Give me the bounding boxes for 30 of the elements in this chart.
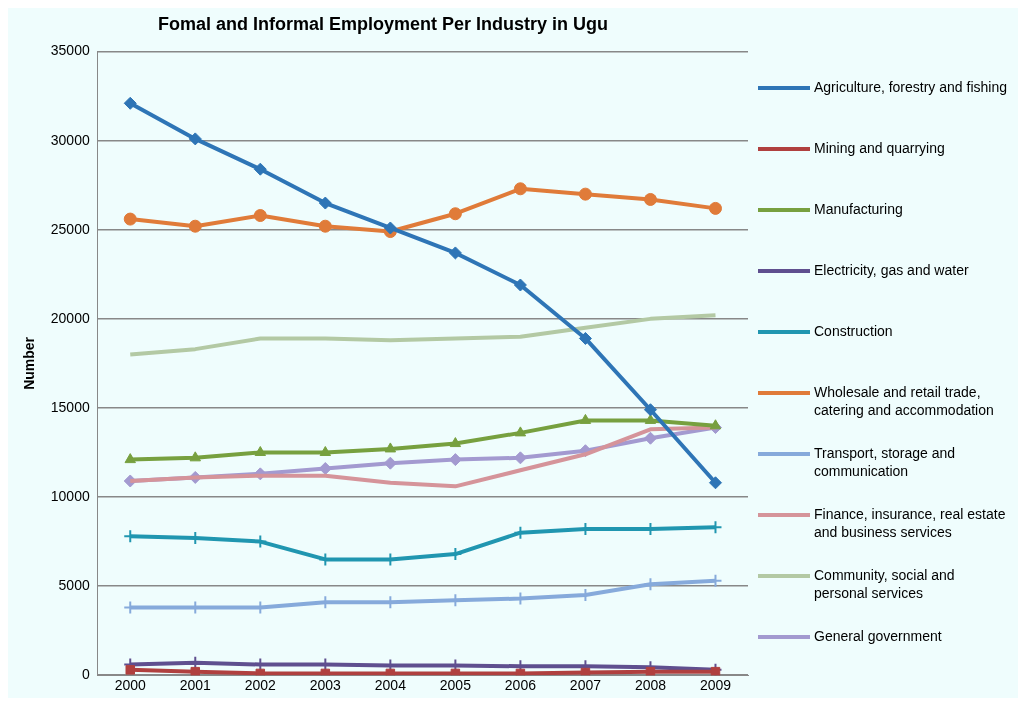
- legend-label: Electricity, gas and water: [814, 261, 969, 279]
- x-tick-label: 2008: [634, 677, 667, 694]
- y-tick-label: 10000: [50, 487, 90, 504]
- x-tick-label: 2007: [569, 677, 602, 694]
- x-tick-label: 2009: [699, 677, 732, 694]
- y-tick-label: 0: [81, 666, 90, 683]
- y-tick-label: 20000: [50, 309, 90, 326]
- y-tick-label: 30000: [50, 131, 90, 148]
- x-tick-label: 2003: [309, 677, 342, 694]
- y-tick-label: 15000: [50, 398, 90, 415]
- x-tick-label: 2006: [504, 677, 537, 694]
- x-tick-label: 2000: [114, 677, 147, 694]
- legend-label: Manufacturing: [814, 200, 903, 218]
- y-axis-title: Number: [21, 336, 38, 390]
- x-tick-label: 2001: [179, 677, 212, 694]
- legend-label: Finance, insurance, real estate and business services: [814, 505, 1007, 541]
- chart-title: Fomal and Informal Employment Per Industry in Ugu: [157, 13, 609, 34]
- y-tick-label: 5000: [58, 576, 90, 593]
- legend-label: Mining and quarrying: [814, 139, 945, 157]
- y-tick-label: 25000: [50, 220, 90, 237]
- y-tick-label: 35000: [50, 42, 90, 59]
- legend-label: Construction: [814, 322, 893, 340]
- legend-label: Agriculture, forestry and fishing: [814, 78, 1007, 96]
- legend-label: General government: [814, 627, 942, 645]
- x-tick-label: 2002: [244, 677, 277, 694]
- x-tick-label: 2004: [374, 677, 407, 694]
- legend-label: Transport, storage and communication: [814, 444, 957, 480]
- legend-label: Community, social and personal services: [814, 566, 956, 602]
- x-tick-label: 2005: [439, 677, 472, 694]
- legend-label: Wholesale and retail trade, catering and accommodation: [814, 383, 995, 419]
